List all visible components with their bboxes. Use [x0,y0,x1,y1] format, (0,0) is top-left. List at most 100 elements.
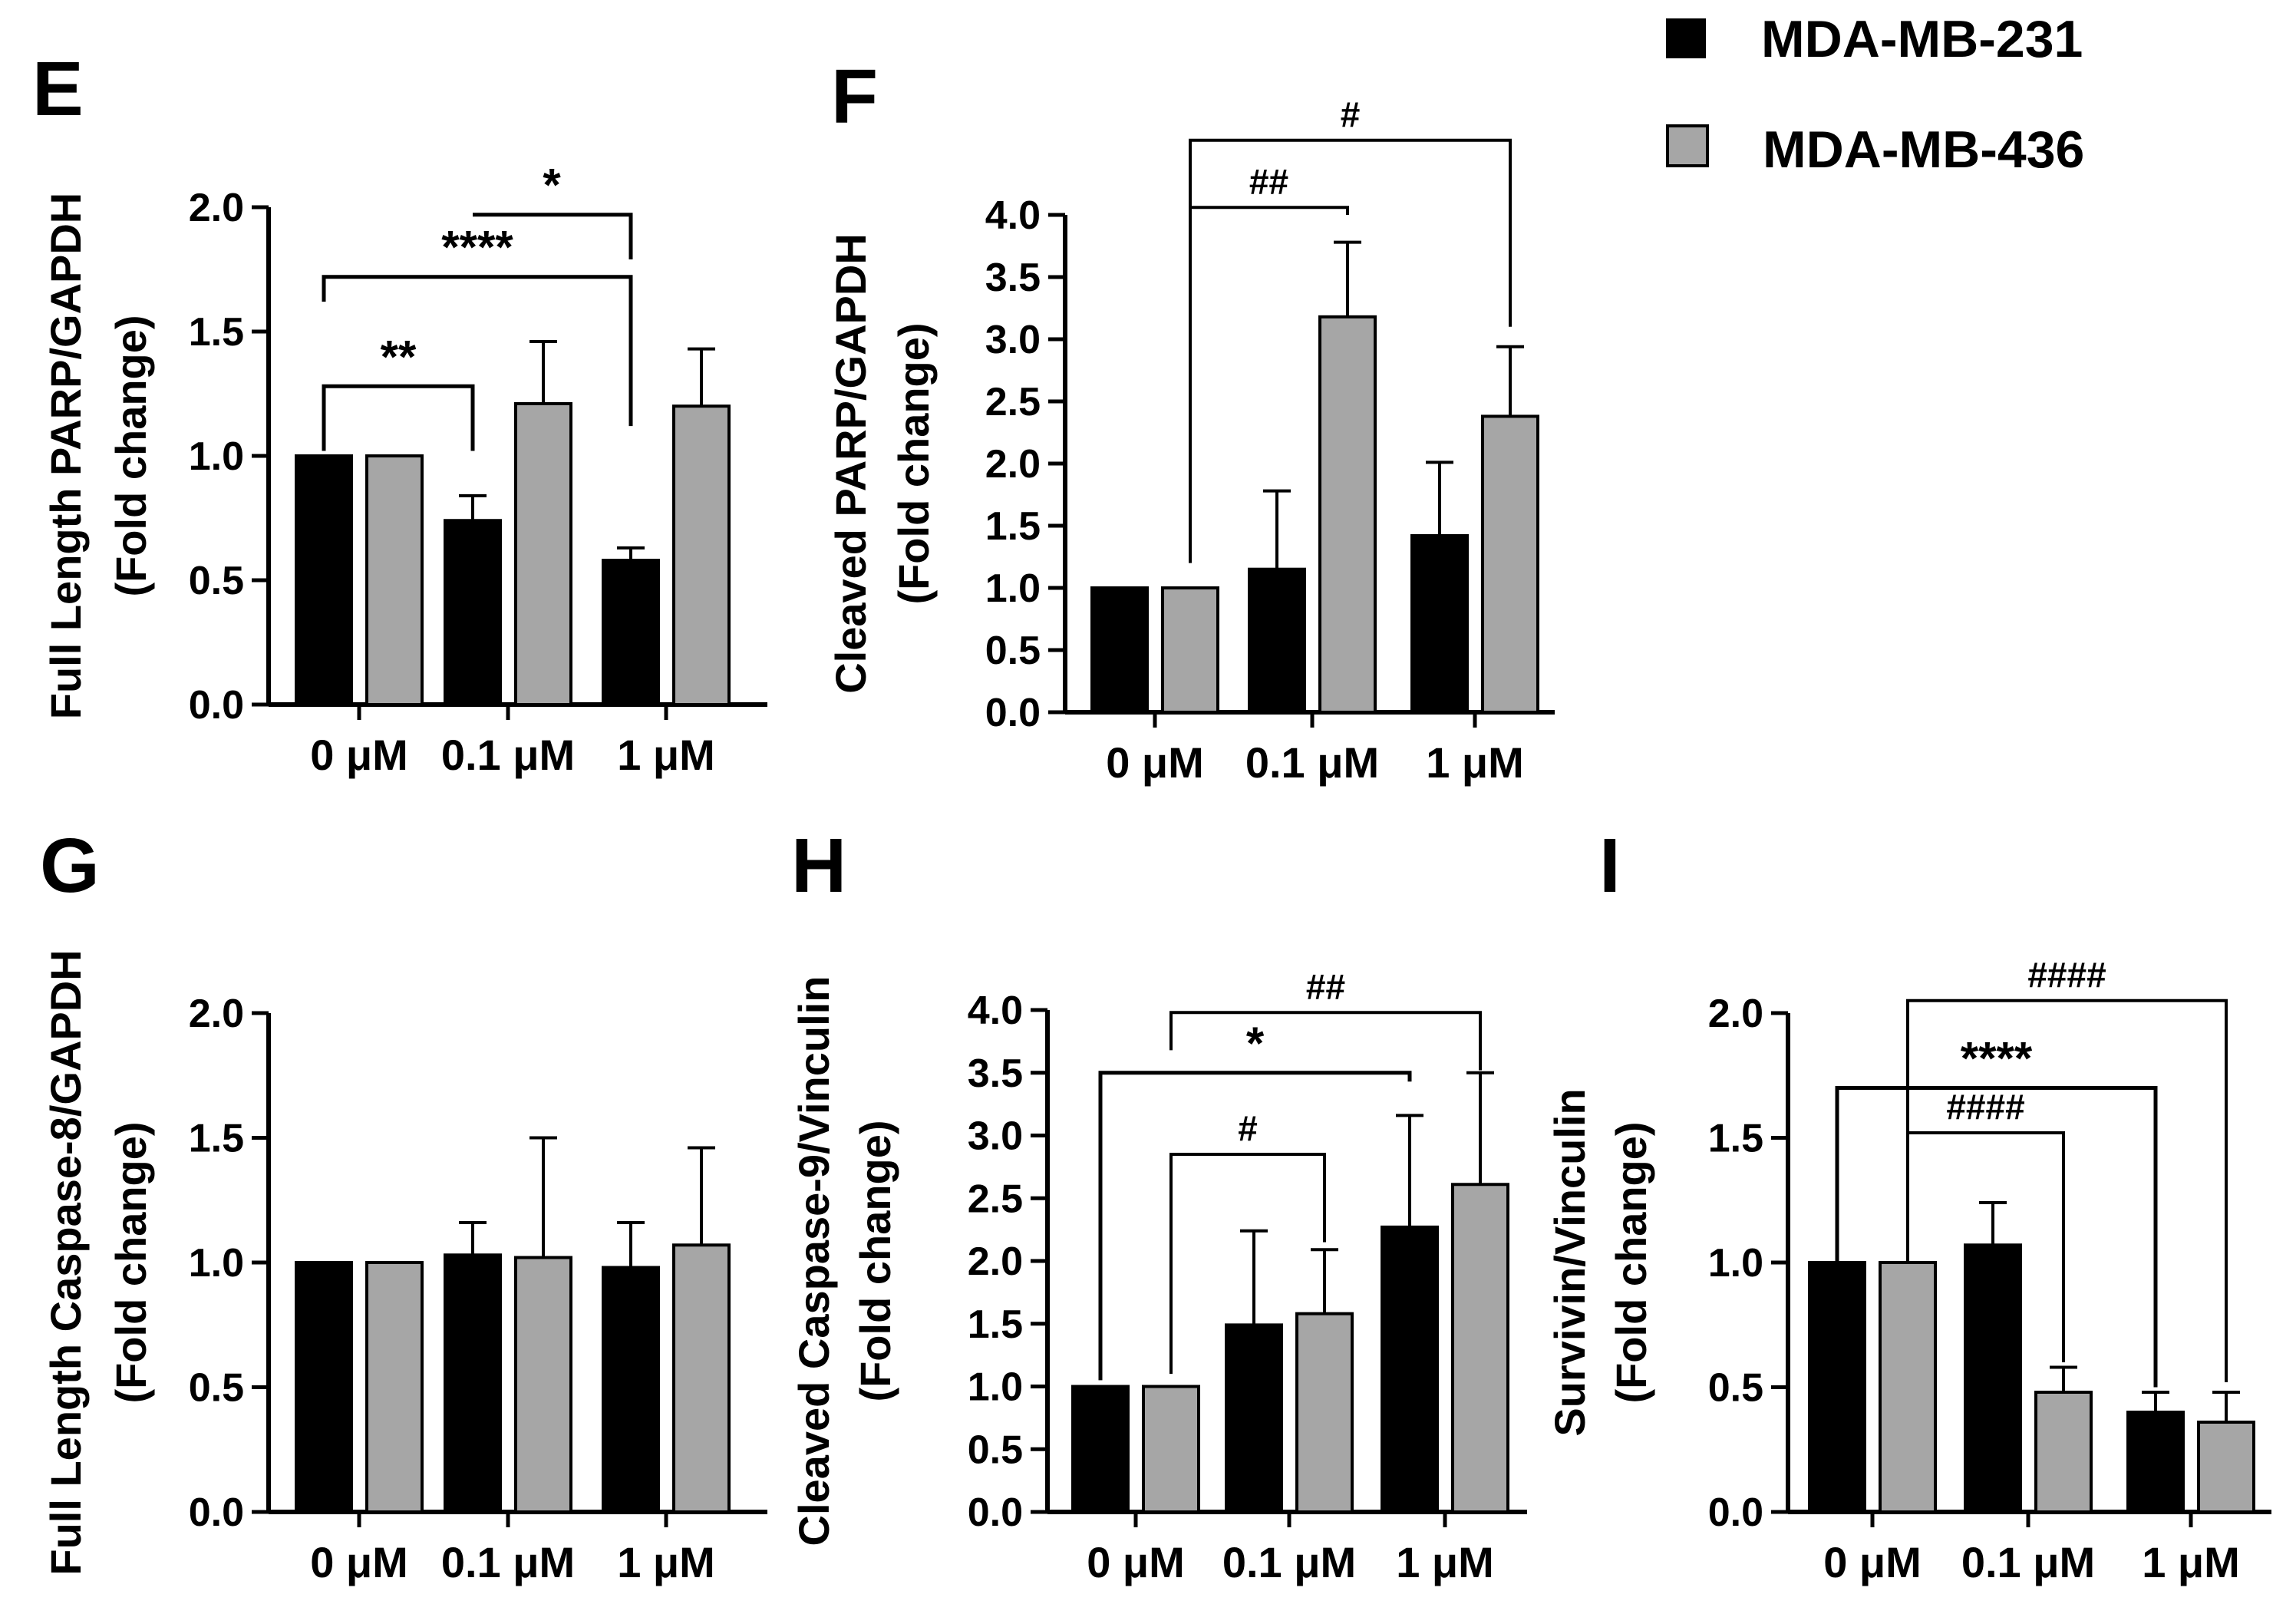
y-tick-label-f-6: 3.0 [985,318,1041,362]
bar-g-mda-mb-436-2 [672,1243,731,1513]
panel-letter-h: H [791,823,846,909]
y-tick-label-f-4: 2.0 [985,442,1041,487]
x-tick-label-i-1: 0.1 μM [1961,1538,2095,1586]
significance-bracket-e-1 [322,275,633,427]
chart-panels: 0.0 0.5 1.0 1.5 2.0 0 μM 0.1 μM 1 μM Full Length… [41,94,2271,1586]
significance-label-i-2: #### [2027,955,2106,995]
bar-g-mda-mb-231-2 [602,1266,660,1513]
y-axis-subtitle-f: (Fold change) [889,322,938,604]
bar-f-mda-mb-231-1 [1248,567,1306,715]
y-tick-label-h-2: 1.0 [968,1365,1023,1410]
significance-label-f-0: ## [1249,161,1288,201]
panel-letter-f: F [831,54,878,140]
significance-label-h-0: # [1238,1108,1258,1148]
legend-label-mda-mb-231: MDA-MB-231 [1761,10,2083,68]
bar-g-mda-mb-436-0 [365,1261,424,1513]
bar-f-mda-mb-436-0 [1161,586,1219,714]
x-tick-label-f-0: 0 μM [1106,738,1204,787]
y-tick-label-g-2: 1.0 [189,1241,244,1286]
bar-i-mda-mb-436-2 [2197,1421,2255,1513]
bar-f-mda-mb-231-0 [1090,586,1149,714]
panel-letter-g: G [40,823,100,909]
x-tick-label-i-0: 0 μM [1823,1538,1922,1586]
x-tick-label-h-2: 1 μM [1396,1538,1494,1586]
y-tick-label-i-3: 1.5 [1708,1117,1763,1161]
panel-letter-i: I [1599,823,1621,909]
y-tick-label-e-2: 1.0 [189,434,244,479]
chart-g: 0.0 0.5 1.0 1.5 2.0 0 μM 0.1 μM 1 μM Full Length… [41,949,767,1586]
y-tick-label-i-1: 0.5 [1708,1366,1763,1411]
bar-i-mda-mb-436-0 [1879,1261,1937,1513]
significance-bracket-e-0 [322,384,475,451]
x-tick-label-e-2: 1 μM [617,731,715,779]
bar-g-mda-mb-231-1 [444,1253,502,1513]
y-axis-title-i: Survivin/Vinculin [1546,1088,1594,1436]
y-tick-label-g-1: 0.5 [189,1366,244,1411]
y-tick-label-h-5: 2.5 [968,1177,1023,1221]
bar-h-mda-mb-436-1 [1295,1312,1354,1514]
bar-i-mda-mb-231-1 [1964,1243,2022,1513]
legend-swatch-mda-mb-436 [1666,124,1709,167]
significance-bracket-e-2 [473,213,633,260]
x-tick-label-i-2: 1 μM [2142,1538,2240,1586]
significance-bracket-h-2 [1169,1011,1482,1071]
significance-label-i-1: **** [1961,1033,2033,1084]
bar-e-mda-mb-231-1 [444,519,502,706]
legend-swatch-mda-mb-231 [1666,18,1706,58]
bar-e-mda-mb-231-2 [602,559,660,707]
y-tick-label-g-3: 1.5 [189,1117,244,1161]
significance-bracket-i-1 [1835,1086,2158,1388]
x-tick-label-h-0: 0 μM [1087,1538,1185,1586]
x-tick-label-g-1: 0.1 μM [441,1538,575,1586]
bar-i-mda-mb-231-0 [1808,1261,1866,1513]
y-tick-label-g-4: 2.0 [189,992,244,1036]
bar-h-mda-mb-231-1 [1225,1323,1283,1514]
panel-letter-e: E [32,46,84,132]
y-tick-label-h-4: 2.0 [968,1239,1023,1284]
significance-bracket-h-1 [1098,1071,1412,1381]
bar-i-mda-mb-436-1 [2034,1391,2093,1513]
y-axis-title-g: Full Length Caspase-8/GAPDH [41,949,90,1575]
significance-label-i-0: #### [1946,1087,2024,1127]
y-tick-label-i-0: 0.0 [1708,1490,1763,1535]
y-tick-label-e-3: 1.5 [189,310,244,355]
bar-f-mda-mb-436-2 [1481,414,1539,714]
bar-h-mda-mb-231-0 [1071,1385,1130,1513]
bar-e-mda-mb-436-2 [672,404,731,706]
significance-label-h-1: * [1246,1018,1265,1069]
y-axis-title-e: Full Length PARP/GAPDH [41,193,90,720]
bar-h-mda-mb-436-0 [1142,1385,1200,1513]
x-tick-label-e-0: 0 μM [310,731,408,779]
bar-i-mda-mb-231-2 [2126,1411,2185,1513]
y-tick-label-e-4: 2.0 [189,186,244,230]
significance-bracket-f-1 [1189,138,1512,563]
significance-label-e-1: **** [441,222,513,273]
significance-bracket-h-0 [1169,1153,1326,1375]
significance-bracket-i-2 [1906,998,2228,1382]
y-tick-label-h-7: 3.5 [968,1051,1023,1096]
y-tick-label-h-6: 3.0 [968,1114,1023,1159]
y-tick-label-f-3: 1.5 [985,504,1041,549]
significance-label-e-2: * [543,160,561,211]
y-axis-subtitle-h: (Fold change) [851,1120,899,1401]
y-tick-label-h-3: 1.5 [968,1302,1023,1347]
y-tick-label-i-4: 2.0 [1708,992,1763,1036]
y-axis-subtitle-g: (Fold change) [107,1121,155,1403]
significance-label-e-0: ** [381,331,417,382]
x-tick-label-h-1: 0.1 μM [1222,1538,1356,1586]
bar-e-mda-mb-436-1 [514,401,572,707]
x-tick-label-f-1: 0.1 μM [1245,738,1379,787]
bar-h-mda-mb-436-2 [1451,1183,1509,1513]
chart-i: 0.0 0.5 1.0 1.5 2.0 0 μM 0.1 μM 1 μM Survivin/Vi… [1546,955,2271,1586]
y-tick-label-g-0: 0.0 [189,1490,244,1535]
x-tick-label-f-2: 1 μM [1426,738,1524,787]
legend: MDA-MB-231 MDA-MB-436 [1666,10,2084,179]
chart-e: 0.0 0.5 1.0 1.5 2.0 0 μM 0.1 μM 1 μM Full Length… [41,160,767,779]
significance-label-f-1: # [1341,94,1361,134]
legend-label-mda-mb-436: MDA-MB-436 [1763,120,2084,179]
bar-e-mda-mb-436-0 [365,454,424,706]
y-tick-label-h-1: 0.5 [968,1428,1023,1472]
bar-g-mda-mb-436-1 [514,1256,572,1513]
bar-h-mda-mb-231-2 [1381,1225,1439,1513]
